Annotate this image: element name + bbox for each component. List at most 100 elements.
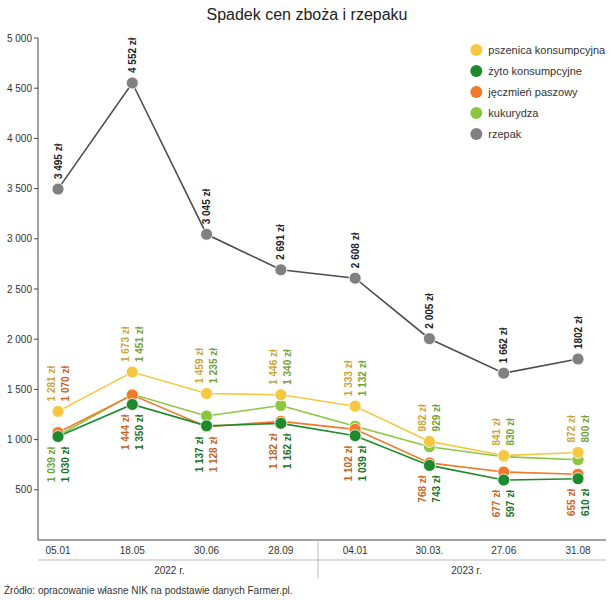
data-label: 2 691 zł [275, 224, 286, 260]
point [126, 398, 138, 410]
data-label: 1 350 zł [134, 414, 145, 450]
data-label: 3 495 zł [53, 143, 64, 179]
series-line [58, 395, 578, 474]
data-label: 841 zł [491, 418, 502, 445]
data-label: 2 005 zł [424, 293, 435, 329]
point [349, 272, 361, 284]
point [349, 400, 361, 412]
x-tick-label: 30.03. [416, 545, 444, 556]
x-tick-label: 27.06 [491, 545, 516, 556]
data-label: 1 030 zł [60, 446, 71, 482]
point [572, 446, 584, 458]
source: Źródło: opracowanie własne NIK na podsta… [4, 584, 292, 596]
plot-area [52, 77, 584, 486]
series-line [58, 372, 578, 456]
point [201, 228, 213, 240]
legend-marker [470, 86, 482, 98]
x-group-label: 2022 r. [154, 565, 185, 576]
point [126, 366, 138, 378]
y-tick [34, 138, 38, 139]
data-label: 768 zł [417, 475, 428, 502]
data-label: 1 162 zł [282, 433, 293, 469]
legend-marker [470, 65, 482, 77]
data-label: 1802 zł [573, 316, 584, 349]
x-tick-label: 30.06 [194, 545, 219, 556]
data-label: 4 552 zł [127, 37, 138, 73]
x-tick-label: 18.05 [120, 545, 145, 556]
data-label: 655 zł [566, 489, 577, 516]
data-label: 830 zł [505, 418, 516, 445]
data-label: 2 608 zł [350, 232, 361, 268]
legend-label: kukurydza [488, 107, 539, 119]
y-tick-label: 2 000 [7, 334, 32, 345]
point [572, 473, 584, 485]
point [423, 459, 435, 471]
point [423, 333, 435, 345]
data-label: 982 zł [417, 404, 428, 431]
data-label: 1 128 zł [208, 437, 219, 473]
y-tick-label: 5 000 [7, 33, 32, 44]
point [349, 430, 361, 442]
data-label: 677 zł [491, 490, 502, 517]
point [201, 420, 213, 432]
y-tick-label: 3 000 [7, 233, 32, 244]
data-label: 597 zł [505, 490, 516, 517]
x-tick-label: 05.01 [45, 545, 70, 556]
legend-label: jęczmień paszowy [487, 86, 578, 98]
legend-label: rzepak [488, 128, 522, 140]
y-tick [34, 88, 38, 89]
point [498, 474, 510, 486]
data-label: 1 070 zł [60, 366, 71, 402]
x-tick-label: 04.01 [343, 545, 368, 556]
point [275, 417, 287, 429]
x-group-separator [318, 540, 319, 578]
y-tick [34, 489, 38, 490]
data-label: 1 235 zł [208, 348, 219, 384]
data-label: 1 459 zł [194, 348, 205, 384]
y-tick-label: 4 500 [7, 83, 32, 94]
data-label: 1 039 zł [357, 445, 368, 481]
data-label: 1 451 zł [134, 326, 145, 362]
series-line [58, 394, 578, 459]
x-axis-divider [38, 560, 606, 561]
legend-marker [470, 44, 482, 56]
y-tick [34, 38, 38, 39]
y-tick-label: 1 000 [7, 434, 32, 445]
y-tick [34, 389, 38, 390]
data-label: 1 132 zł [357, 360, 368, 396]
data-label: 1 673 zł [120, 326, 131, 362]
point [498, 367, 510, 379]
y-tick-label: 4 000 [7, 133, 32, 144]
data-label: 1 340 zł [282, 349, 293, 385]
point [423, 435, 435, 447]
y-tick [34, 238, 38, 239]
data-label: 1 446 zł [268, 349, 279, 385]
legend-marker [470, 128, 482, 140]
data-label: 1 281 zł [46, 366, 57, 402]
y-tick [34, 339, 38, 340]
data-label: 1 137 zł [194, 437, 205, 473]
chart: Spadek cen zboża i rzepaku5001 0001 5002… [0, 0, 614, 600]
data-label: 610 zł [580, 489, 591, 516]
series-line [58, 83, 578, 373]
y-tick-label: 2 500 [7, 284, 32, 295]
title: Spadek cen zboża i rzepaku [206, 6, 407, 23]
data-label: 1 182 zł [268, 433, 279, 469]
y-tick [34, 289, 38, 290]
data-label: 1 444 zł [120, 414, 131, 450]
data-label: 929 zł [431, 404, 442, 431]
data-label: 1 039 zł [46, 446, 57, 482]
data-labels: 3 495 zł1 281 zł1 070 zł1 039 zł1 030 zł… [46, 37, 591, 517]
x-tick-label: 28.09 [268, 545, 293, 556]
point [52, 405, 64, 417]
point [126, 77, 138, 89]
point [275, 399, 287, 411]
data-label: 3 045 zł [201, 188, 212, 224]
legend-label: żyto konsumpcyjne [488, 65, 582, 77]
data-label: 1 102 zł [343, 445, 354, 481]
point [52, 183, 64, 195]
data-label: 743 zł [431, 475, 442, 502]
point [572, 353, 584, 365]
point [275, 389, 287, 401]
data-label: 800 zł [580, 415, 591, 442]
